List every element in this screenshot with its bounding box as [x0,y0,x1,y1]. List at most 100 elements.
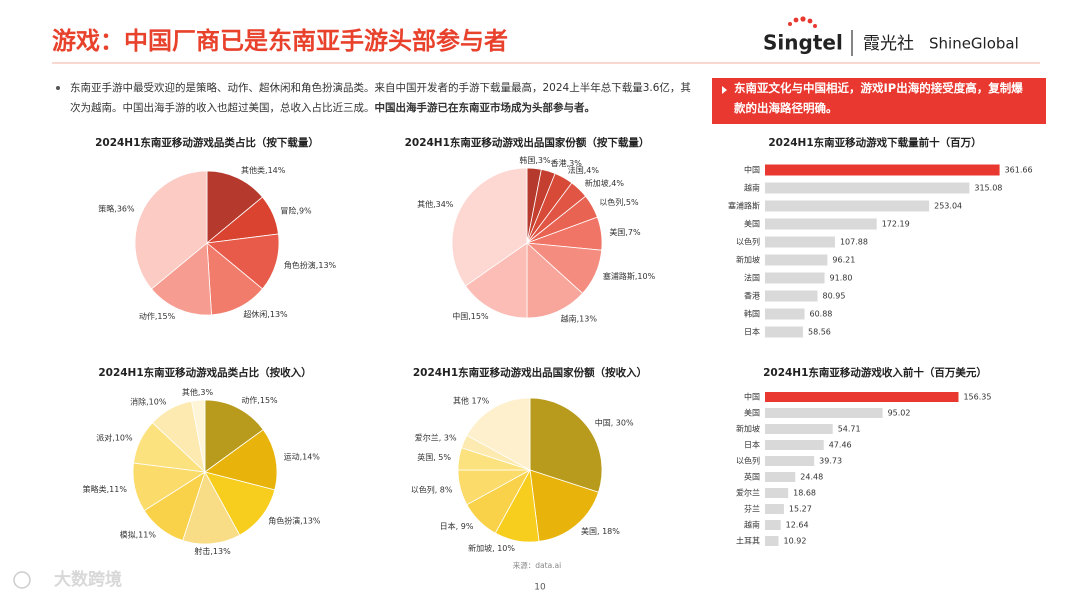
pie-slice [204,399,264,473]
slice-label: 角色扮演,13% [284,260,337,270]
bar [765,326,803,338]
chart-title: 2024H1东南亚移动游戏品类占比（按下载量） [95,136,319,149]
slice-label: 爱尔兰, 3% [415,433,457,443]
bar-category: 香港 [744,291,760,301]
pie-slice [464,242,528,319]
pie-slice [529,397,603,493]
bar [765,408,883,418]
bar-value-label: 96.21 [832,256,855,265]
bar-value-label: 91.80 [830,274,853,283]
chart-title: 2024H1东南亚移动游戏出品国家份额（按收入） [413,366,647,379]
slice-label: 运动,14% [284,452,321,462]
bar-category: 越南 [744,520,760,530]
chart-title: 2024H1东南亚移动游戏收入前十（百万美元） [763,366,987,379]
logo-dots [788,16,817,28]
slice-label: 其他,34% [417,199,454,209]
bar [765,504,784,514]
bar-value-label: 39.73 [819,457,842,466]
pie-slice [206,242,264,316]
page-number: 10 [534,583,546,593]
bar [765,520,781,530]
logo-cn: 霞光社 [863,34,914,54]
pie-slice [134,170,208,290]
bar-value-label: 172.19 [882,220,910,229]
bar-category: 美国 [744,408,760,418]
bar-value-label: 18.68 [793,489,816,498]
bar-category: 韩国 [744,309,760,319]
pie-slice [206,233,280,290]
bar-category: 日本 [744,440,760,450]
pie-slice [526,242,584,319]
bar-category: 法国 [744,273,760,283]
logo-brand: Singtel [763,31,843,55]
pie-slice [150,242,212,316]
slice-label: 新加坡,4% [585,178,625,188]
bar-category: 新加坡 [736,255,760,265]
logo-en: ShineGlobal [929,35,1019,53]
slice-label: 射击,13% [194,546,231,556]
bar-value-label: 60.88 [809,310,832,319]
bar-value-label: 54.71 [838,425,861,434]
bar-category: 中国 [744,165,760,175]
pie-slice [191,399,206,473]
bar [765,200,930,212]
bar [765,218,877,230]
slice-label: 冒险,9% [280,206,312,216]
slice-label: 模拟,11% [120,530,157,540]
bar-category: 日本 [744,327,760,337]
bar [765,290,818,302]
bar-value-label: 80.95 [823,292,846,301]
slice-label: 香港,3% [551,158,583,168]
slice-label: 策略,36% [98,203,135,213]
bar-value-label: 107.88 [840,238,868,247]
slice-label: 角色扮演,13% [268,516,321,526]
bar-value-label: 156.35 [963,393,991,402]
bar [765,254,828,266]
slice-label: 消除,10% [130,396,167,406]
slice-label: 其他类,14% [241,165,286,175]
intro-text: 东南亚手游中最受欢迎的是策略、动作、超休闲和角色扮演品类。来自中国开发者的手游下… [70,82,691,114]
bar-value-label: 10.92 [784,537,807,546]
page-title: 游戏：中国厂商已是东南亚手游头部参与者 [52,27,508,55]
bar [765,472,796,482]
chart-title: 2024H1东南亚移动游戏品类占比（按收入） [98,366,311,379]
bar-value-label: 253.04 [934,202,962,211]
bar-category: 芬兰 [744,504,760,514]
pie-slice [451,167,528,287]
pie-slice [206,170,264,244]
bar-category: 以色列 [736,456,760,466]
bar-value-label: 58.56 [808,328,831,337]
pie-slice [182,470,241,545]
bar-category: 英国 [744,472,760,482]
slice-label: 以色列, 8% [411,484,453,494]
bar [765,164,1000,176]
intro-emphasis: 中国出海手游已在东南亚市场成为头部参与者。 [374,102,596,114]
bar [765,392,959,402]
bar-category: 以色列 [736,237,760,247]
bar-category: 美国 [744,219,760,229]
callout: 东南亚文化与中国相近，游戏IP出海的接受度高，复制爆款的出海路径明确。 [712,78,1046,124]
slice-label: 中国, 30% [595,417,634,427]
bar-value-label: 95.02 [888,409,911,418]
bar-category: 塞浦路斯 [728,201,760,211]
bar [765,440,824,450]
intro: 东南亚手游中最受欢迎的是策略、动作、超休闲和角色扮演品类。来自中国开发者的手游下… [56,78,700,118]
bar [765,488,789,498]
bar-value-label: 361.66 [1005,166,1033,175]
slice-label: 中国,15% [452,311,489,321]
bar-category: 越南 [744,183,760,193]
chart-title: 2024H1东南亚移动游戏出品国家份额（按下载量） [405,136,650,149]
pie-slice [204,471,276,536]
slice-label: 美国,7% [609,227,641,237]
bar [765,308,805,320]
pie-slice [466,397,531,471]
bar [765,424,833,434]
bar-category: 中国 [744,392,760,402]
slice-label: 美国, 18% [581,526,620,536]
bar-value-label: 315.08 [974,184,1002,193]
slice-label: 以色列,5% [599,197,639,207]
slice-label: 动作,15% [241,395,278,405]
slice-label: 其他 17% [453,396,490,406]
